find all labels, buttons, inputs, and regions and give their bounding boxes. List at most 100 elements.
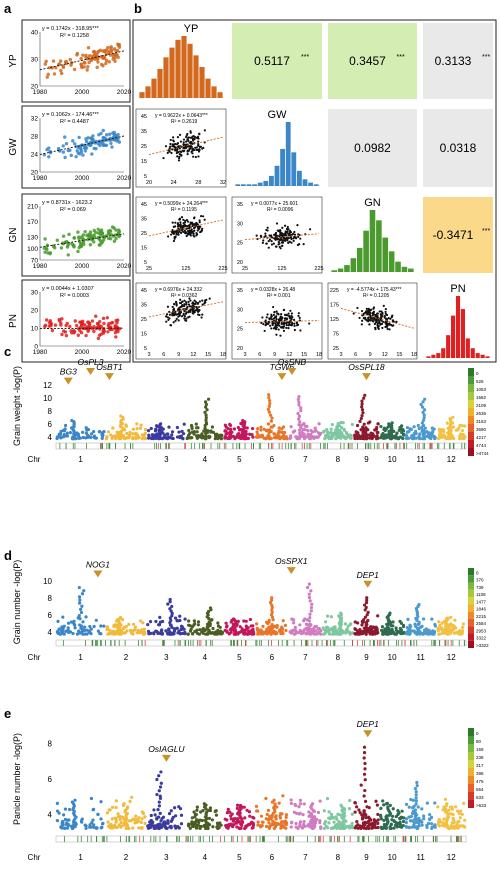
manhattan-d-snp: [167, 628, 170, 631]
manhattan-c-snp: [322, 430, 325, 433]
manhattan-c-snp: [292, 430, 295, 433]
b-gw-yp-point: [192, 156, 194, 158]
correlation-stars: ***: [301, 54, 309, 61]
manhattan-e-snp: [421, 823, 424, 826]
manhattan-d-legend-label: 2584: [476, 621, 487, 626]
manhattan-c-density-tick: [464, 443, 465, 449]
a-pn-point: [111, 321, 114, 324]
b-pn-gw-xtick: 3: [243, 352, 246, 358]
b-gw-yp-point: [186, 133, 188, 135]
manhattan-e-snp: [192, 810, 195, 813]
b-pn-gw-point: [271, 315, 273, 317]
manhattan-c-snp: [368, 420, 371, 423]
panel-letter-a: a: [4, 1, 12, 16]
manhattan-d-density-tick: [307, 640, 308, 646]
b-gn-gw-point: [295, 237, 297, 239]
b-pn-yp-point: [169, 314, 171, 316]
manhattan-d-snp: [125, 629, 128, 632]
a-gw-r2: R² = 0.4487: [60, 119, 89, 125]
manhattan-e-density-tick: [200, 836, 201, 842]
manhattan-c-density-tick: [340, 443, 341, 449]
a-pn-point: [65, 334, 68, 337]
hist-pn-bar: [481, 355, 485, 358]
manhattan-d-snp: [333, 627, 336, 630]
manhattan-d-density-tick: [92, 640, 93, 646]
manhattan-d-snp: [392, 632, 395, 635]
hist-yp-bar: [145, 86, 150, 98]
a-gw-point: [90, 152, 93, 155]
manhattan-e-snp: [128, 800, 131, 803]
manhattan-c-snp: [314, 427, 317, 430]
manhattan-d-snp: [400, 622, 403, 625]
b-gw-yp-point: [180, 155, 182, 157]
manhattan-e-snp: [307, 810, 310, 813]
manhattan-e-snp: [252, 824, 255, 827]
manhattan-c-snp: [207, 398, 210, 401]
manhattan-c-snp: [379, 425, 382, 428]
b-pn-gw-point: [274, 316, 276, 318]
b-pn-yp-xtick: 18: [220, 352, 226, 358]
manhattan-e-snp: [319, 825, 322, 828]
manhattan-e-snp: [456, 820, 459, 823]
manhattan-c-snp: [387, 422, 390, 425]
manhattan-e-legend-label: 0: [476, 731, 479, 736]
a-yp-point: [85, 68, 88, 71]
manhattan-d-snp: [147, 632, 150, 635]
correlation-stars: ***: [482, 54, 490, 61]
b-gw-yp-point: [191, 148, 193, 150]
manhattan-c-density-tick: [232, 443, 233, 449]
manhattan-e-snp: [420, 820, 423, 823]
manhattan-c-snp: [418, 432, 421, 435]
manhattan-e-snp: [408, 806, 411, 809]
a-yp-ytick: 40: [31, 30, 39, 37]
hist-pn-bar: [456, 296, 460, 358]
manhattan-c-density-tick: [432, 443, 433, 449]
manhattan-c-snp: [452, 437, 455, 440]
manhattan-c-snp: [413, 433, 416, 436]
manhattan-d-chr-label: 3: [164, 653, 169, 662]
manhattan-e-snp: [447, 809, 450, 812]
b-gn-gw-point: [275, 233, 277, 235]
manhattan-c-density-tick: [387, 443, 388, 449]
manhattan-d-snp: [198, 633, 201, 636]
a-pn-point: [102, 322, 105, 325]
manhattan-e-snp: [436, 805, 439, 808]
manhattan-e-snp: [191, 816, 194, 819]
manhattan-d-snp: [108, 632, 111, 635]
a-yp-point: [73, 68, 76, 71]
b-gw-yp-point: [184, 144, 186, 146]
manhattan-e-snp: [332, 816, 335, 819]
manhattan-c-legend-swatch: [468, 440, 474, 448]
manhattan-c-density-tick: [279, 443, 280, 449]
manhattan-e-density-tick: [77, 836, 78, 842]
manhattan-e-snp: [462, 802, 465, 805]
manhattan-c-snp: [139, 427, 142, 430]
manhattan-e-snp: [159, 812, 162, 815]
manhattan-d-density-tick: [193, 640, 194, 646]
manhattan-e-snp: [414, 796, 417, 799]
manhattan-e-density-tick: [220, 836, 221, 842]
manhattan-c-density-tick: [350, 443, 351, 449]
manhattan-e-chr-label: 9: [364, 853, 369, 862]
manhattan-e-snp: [290, 802, 293, 805]
manhattan-e-snp: [372, 825, 375, 828]
manhattan-e-density-tick: [368, 836, 369, 842]
manhattan-d-snp: [308, 613, 311, 616]
a-gw-ylabel: GW: [8, 138, 19, 156]
manhattan-d-snp: [309, 623, 312, 626]
b-pn-gw-xtick: 18: [316, 352, 322, 358]
a-gn-point: [82, 233, 85, 236]
manhattan-c-snp: [308, 435, 311, 438]
manhattan-c-density-tick: [357, 443, 358, 449]
a-pn-point: [97, 337, 100, 340]
manhattan-e-snp: [385, 802, 388, 805]
manhattan-d-density-tick: [370, 640, 371, 646]
manhattan-c-snp: [362, 397, 365, 400]
a-yp-point: [62, 66, 65, 69]
manhattan-c-density-tick: [168, 443, 169, 449]
manhattan-e-snp: [161, 822, 164, 825]
manhattan-c-density-tick: [310, 443, 311, 449]
manhattan-e-snp: [319, 799, 322, 802]
manhattan-e-snp: [100, 826, 103, 829]
manhattan-c-snp: [424, 427, 427, 430]
